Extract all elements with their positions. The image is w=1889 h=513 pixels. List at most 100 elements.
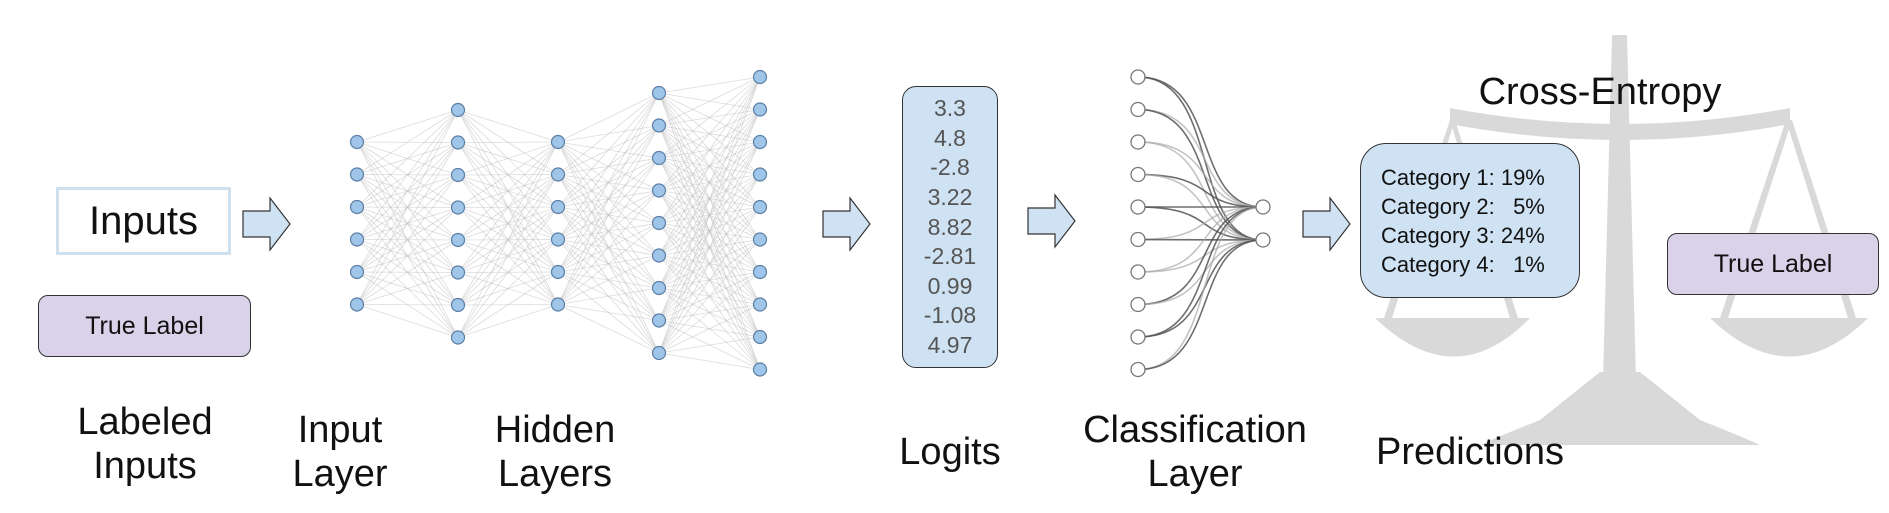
network-edge bbox=[658, 174, 761, 354]
neuron bbox=[752, 297, 768, 312]
neuron bbox=[651, 313, 667, 328]
network-edge bbox=[658, 76, 761, 256]
neuron bbox=[550, 297, 566, 312]
network-edge bbox=[457, 271, 559, 338]
network-edge bbox=[356, 142, 459, 305]
neuron bbox=[752, 362, 768, 377]
classification-edge bbox=[1137, 206, 1264, 273]
true-label-text: True Label bbox=[85, 311, 204, 340]
logit-value: -2.81 bbox=[923, 243, 977, 270]
caption-line: Classification bbox=[1083, 409, 1307, 451]
classification-input-node bbox=[1130, 69, 1146, 85]
network-edge bbox=[557, 287, 660, 305]
classification-input-node bbox=[1130, 296, 1146, 313]
caption-line: Labeled bbox=[77, 401, 213, 443]
network-edge bbox=[457, 141, 559, 143]
classification-edge bbox=[1137, 239, 1264, 371]
neuron bbox=[752, 329, 768, 345]
network-edge bbox=[457, 141, 559, 273]
network-edge bbox=[356, 109, 459, 175]
caption-predictions: Predictions bbox=[1345, 430, 1595, 474]
network-edge bbox=[356, 239, 459, 305]
network-edge bbox=[658, 141, 761, 354]
network-edge bbox=[557, 222, 660, 305]
prediction-row: Category 2: 5% bbox=[1381, 193, 1545, 219]
network-edge bbox=[356, 109, 459, 240]
network-edge bbox=[356, 109, 459, 208]
classification-edge bbox=[1137, 206, 1264, 371]
logit-value: 4.97 bbox=[927, 332, 973, 358]
logit-value: -2.8 bbox=[930, 154, 970, 181]
neuron bbox=[450, 135, 466, 150]
classification-edge bbox=[1137, 206, 1264, 306]
caption-line: Hidden bbox=[494, 409, 616, 451]
network-edge bbox=[658, 76, 761, 126]
classification-edge bbox=[1137, 141, 1264, 208]
neuron bbox=[450, 330, 466, 345]
inputs-box-label: Inputs bbox=[89, 198, 198, 243]
network-edge bbox=[658, 76, 761, 159]
network-edge bbox=[557, 304, 660, 354]
network-edge bbox=[658, 76, 761, 354]
neuron bbox=[349, 264, 365, 280]
network-edge bbox=[658, 109, 761, 354]
caption-logits: Logits bbox=[870, 430, 1030, 474]
neuron bbox=[450, 265, 466, 280]
neuron bbox=[651, 215, 667, 231]
neuron bbox=[550, 167, 566, 182]
caption-line: Input bbox=[297, 409, 383, 451]
neuron bbox=[550, 264, 566, 280]
network-edge bbox=[658, 206, 761, 354]
network-edge bbox=[658, 271, 761, 354]
neuron bbox=[349, 297, 365, 312]
neuron bbox=[752, 134, 768, 150]
classification-input-node bbox=[1130, 231, 1146, 248]
caption-classification-layer: Classification Layer bbox=[1060, 408, 1330, 496]
network-edge bbox=[658, 352, 761, 370]
neuron bbox=[349, 134, 365, 150]
neuron bbox=[450, 232, 466, 248]
caption-line: Predictions bbox=[1376, 431, 1564, 473]
caption-line: Layer bbox=[1147, 453, 1243, 495]
logit-value: 4.8 bbox=[934, 124, 966, 151]
neuron bbox=[450, 297, 466, 313]
logit-value: 0.99 bbox=[927, 272, 973, 299]
arrow-right-icon bbox=[1302, 196, 1351, 252]
caption-line: Logits bbox=[899, 431, 1001, 473]
neuron bbox=[752, 102, 768, 117]
arrow-right-icon bbox=[822, 196, 871, 252]
network-edge bbox=[557, 190, 660, 305]
classification-input-node bbox=[1130, 166, 1146, 183]
true-label-text: True Label bbox=[1713, 249, 1833, 278]
network-edge bbox=[356, 109, 459, 143]
network-edge bbox=[457, 109, 559, 143]
network-edge bbox=[457, 304, 559, 338]
neuron bbox=[651, 150, 667, 166]
network-edge bbox=[557, 92, 660, 143]
network-edge bbox=[356, 109, 459, 273]
neuron bbox=[752, 167, 768, 182]
neuron bbox=[752, 69, 768, 85]
classification-edges bbox=[1137, 76, 1264, 371]
neuron bbox=[752, 232, 768, 247]
prediction-row: Category 4: 1% bbox=[1381, 251, 1545, 277]
neuron bbox=[550, 199, 566, 215]
network-edge bbox=[356, 304, 459, 306]
arrow-right-icon bbox=[1027, 193, 1076, 249]
classification-output-node bbox=[1255, 232, 1271, 248]
neuron bbox=[752, 264, 768, 280]
classification-edge bbox=[1137, 76, 1264, 208]
neuron bbox=[349, 232, 365, 247]
neuron bbox=[349, 167, 365, 182]
network-edge bbox=[557, 92, 660, 208]
caption-labeled-inputs: Labeled Inputs bbox=[40, 400, 250, 488]
network-edge bbox=[658, 76, 761, 321]
true-label-box-left: True Label bbox=[38, 295, 251, 357]
true-label-box-right: True Label bbox=[1667, 233, 1879, 295]
classification-edge bbox=[1137, 108, 1264, 208]
network-edge bbox=[356, 109, 459, 305]
loss-title: Cross-Entropy bbox=[1478, 71, 1722, 113]
classification-edge bbox=[1137, 206, 1264, 338]
